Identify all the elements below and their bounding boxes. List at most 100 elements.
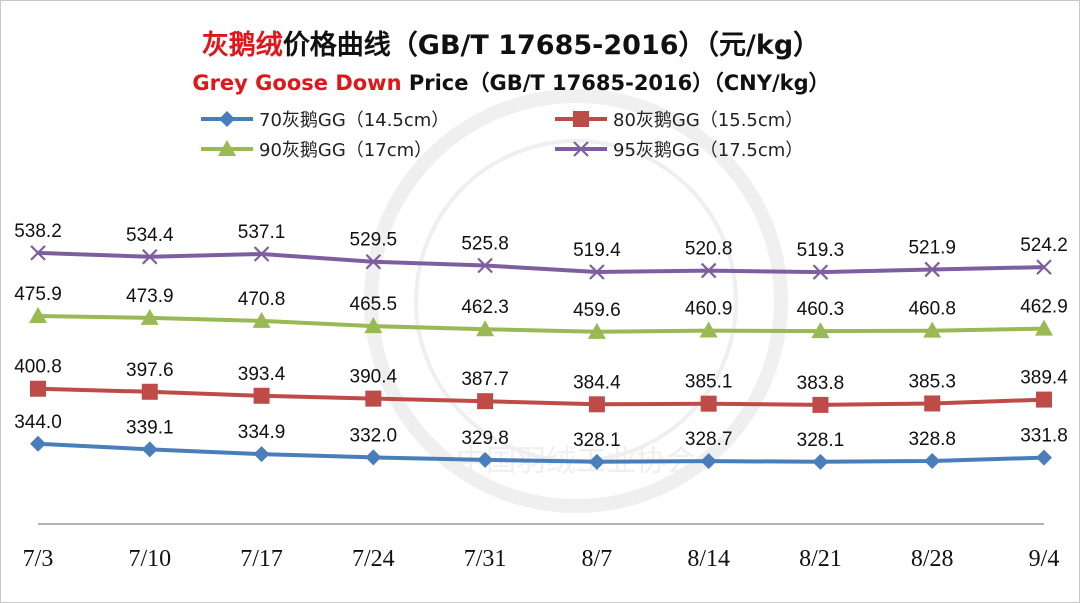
data-point-s1-8: [812, 453, 829, 470]
data-point-s4-8: [812, 264, 829, 280]
legend-item-4: 95灰鹅GG（17.5cm）: [555, 140, 803, 161]
series-layer: [29, 245, 1053, 470]
x-tick-label-2: 7/10: [128, 546, 171, 572]
series-1: [30, 435, 1052, 470]
legend-marker: [219, 111, 235, 127]
data-label-s1-3: 334.9: [238, 422, 286, 443]
data-label-s3-6: 459.6: [573, 300, 621, 321]
data-label-s1-4: 332.0: [350, 425, 398, 446]
series-line-3: [37, 314, 1045, 334]
chart-title-cn: 灰鹅绒价格曲线（GB/T 17685-2016）（元/kg）: [1, 23, 1021, 62]
data-label-s4-8: 519.3: [797, 240, 845, 261]
data-point-s2-7: [700, 395, 717, 412]
data-label-s3-7: 460.9: [685, 299, 733, 320]
data-label-s2-5: 387.7: [461, 369, 509, 390]
data-label-s1-9: 328.8: [908, 429, 956, 450]
data-point-s4-7: [700, 262, 717, 279]
data-label-s4-3: 537.1: [238, 222, 286, 243]
legend-item-2: 80灰鹅GG（15.5cm）: [555, 110, 803, 131]
data-label-s3-2: 473.9: [126, 286, 174, 307]
data-label-s2-7: 385.1: [685, 372, 733, 393]
data-point-s4-3: [253, 246, 270, 262]
legend: 70灰鹅GG（14.5cm） 80灰鹅GG（15.5cm） 90灰鹅GG（17cm）…: [201, 110, 803, 161]
data-point-s3-9: [923, 321, 942, 338]
data-point-s1-10: [1036, 449, 1052, 466]
data-point-s2-4: [365, 390, 382, 407]
data-point-s2-1: [30, 380, 46, 397]
data-point-s1-3: [253, 446, 270, 463]
data-point-s2-6: [588, 396, 605, 413]
data-point-s3-5: [476, 320, 495, 337]
data-label-s1-1: 344.0: [14, 412, 62, 433]
data-point-s3-2: [140, 308, 159, 325]
data-label-s2-4: 390.4: [350, 367, 398, 388]
legend-label: 70灰鹅GG（14.5cm）: [259, 110, 449, 131]
legend-label: 80灰鹅GG（15.5cm）: [613, 110, 803, 131]
data-point-s4-1: [30, 245, 46, 261]
data-label-s3-5: 462.3: [461, 297, 509, 318]
data-label-s4-1: 538.2: [14, 221, 62, 242]
data-label-s4-7: 520.8: [685, 239, 733, 260]
series-line-4: [37, 250, 1045, 275]
data-label-s2-9: 385.3: [908, 372, 956, 393]
data-point-s3-3: [252, 311, 271, 328]
chart-title-cn-highlight: 灰鹅绒: [201, 30, 283, 61]
legend-marker: [218, 140, 236, 156]
x-tick-label-4: 7/24: [352, 546, 395, 572]
data-point-s4-2: [142, 248, 158, 265]
legend-marker: [573, 111, 589, 127]
data-point-s1-5: [477, 451, 494, 468]
data-point-s4-6: [589, 264, 605, 280]
legend-item-3: 90灰鹅GG（17cm）: [201, 140, 432, 161]
data-point-s4-5: [477, 257, 493, 274]
data-point-s2-5: [477, 393, 494, 410]
x-tick-label-1: 7/3: [23, 546, 54, 572]
series-4: [30, 245, 1052, 280]
data-label-s1-8: 328.1: [797, 430, 845, 451]
chart-title-en-highlight: Grey Goose Down: [192, 71, 402, 95]
data-label-s1-5: 329.8: [461, 428, 509, 449]
data-label-s4-9: 521.9: [908, 238, 956, 259]
series-line-2: [37, 386, 1045, 407]
data-label-s1-6: 328.1: [573, 430, 621, 451]
data-point-s2-10: [1036, 391, 1052, 408]
data-label-s4-2: 534.4: [126, 225, 174, 246]
legend-label: 95灰鹅GG（17.5cm）: [613, 140, 803, 161]
data-point-s3-7: [699, 321, 718, 338]
data-label-s1-7: 328.7: [685, 429, 733, 450]
data-label-s2-1: 400.8: [14, 357, 62, 378]
series-3: [29, 306, 1053, 339]
data-label-s1-10: 331.8: [1020, 426, 1068, 447]
data-label-s2-3: 393.4: [238, 364, 286, 385]
x-tick-label-3: 7/17: [240, 546, 283, 572]
data-label-s3-1: 475.9: [14, 284, 62, 305]
legend-label: 90灰鹅GG（17cm）: [259, 140, 432, 161]
data-label-s2-10: 389.4: [1020, 368, 1068, 389]
chart-title-cn-rest: 价格曲线（GB/T 17685-2016）（元/kg）: [282, 30, 821, 61]
data-point-s1-4: [365, 449, 382, 466]
data-label-s2-8: 383.8: [797, 373, 845, 394]
data-label-s4-6: 519.4: [573, 240, 621, 261]
x-tick-label-6: 8/7: [582, 546, 613, 572]
data-label-s2-6: 384.4: [573, 372, 621, 393]
data-label-s4-10: 524.2: [1020, 235, 1068, 256]
legend-item-1: 70灰鹅GG（14.5cm）: [201, 110, 449, 131]
data-point-s3-1: [29, 306, 47, 323]
data-point-s3-8: [811, 322, 830, 339]
legend-marker: [573, 141, 589, 157]
data-label-s3-9: 460.8: [908, 299, 956, 320]
data-point-s2-3: [253, 387, 270, 404]
data-point-s4-4: [365, 253, 382, 270]
data-label-s3-4: 465.5: [350, 294, 398, 315]
data-point-s2-8: [812, 396, 829, 413]
chart-title-en: Grey Goose Down Price（GB/T 17685-2016）（C…: [1, 67, 1021, 97]
data-point-s1-2: [141, 441, 158, 458]
data-point-s2-9: [924, 395, 941, 412]
data-point-s3-6: [587, 322, 606, 339]
data-label-s3-10: 462.9: [1020, 297, 1068, 318]
data-point-s1-7: [700, 453, 717, 470]
data-label-s4-4: 529.5: [350, 230, 398, 251]
x-tick-label-9: 8/28: [911, 546, 954, 572]
